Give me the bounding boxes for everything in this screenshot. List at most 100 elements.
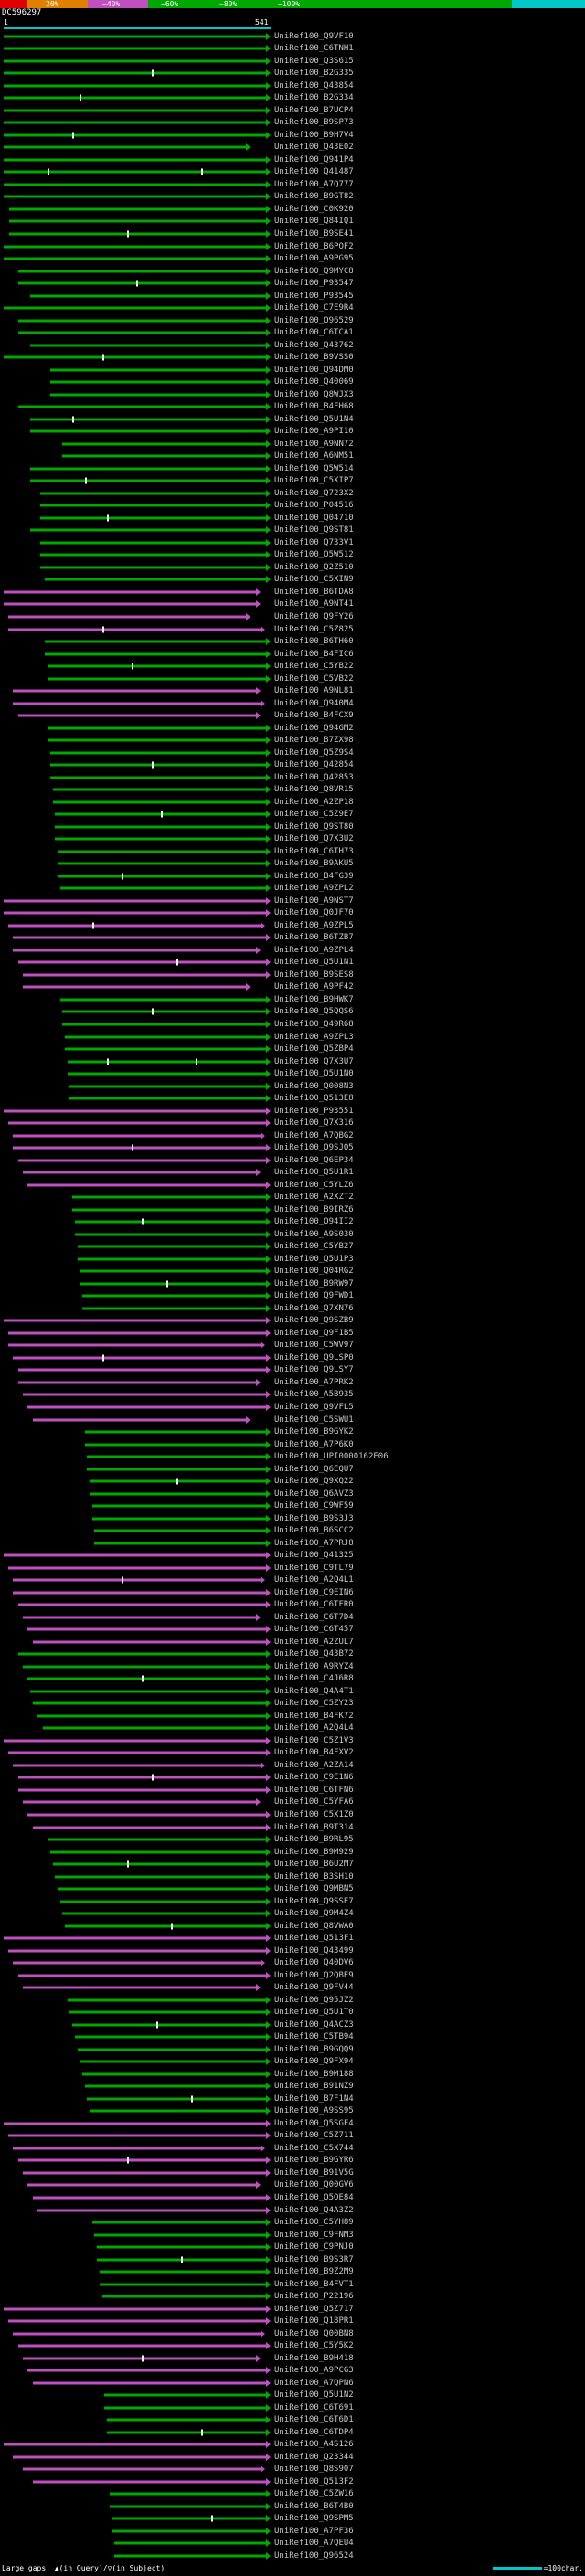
hit-label[interactable]: UniRef100_B4FVT1	[274, 2279, 354, 2289]
alignment-bar[interactable]	[84, 1430, 266, 1434]
hit-label[interactable]: UniRef100_B4FG39	[274, 871, 354, 881]
hit-label[interactable]: UniRef100_C6T6D1	[274, 2415, 354, 2425]
hit-label[interactable]: UniRef100_Q9LSP0	[274, 1352, 354, 1362]
alignment-row[interactable]: UniRef100_Q6EQU7	[0, 1463, 585, 1476]
hit-label[interactable]: UniRef100_Q5Z9S4	[274, 747, 354, 758]
hit-label[interactable]: UniRef100_C9FNM3	[274, 2230, 354, 2240]
alignment-bar[interactable]	[57, 875, 266, 878]
hit-label[interactable]: UniRef100_C9PNJ0	[274, 2242, 354, 2253]
alignment-bar[interactable]	[57, 850, 266, 853]
alignment-row[interactable]: UniRef100_Q41487	[0, 166, 585, 179]
hit-label[interactable]: UniRef100_A9PF42	[274, 982, 354, 992]
hit-label[interactable]: UniRef100_C5YB22	[274, 662, 354, 672]
alignment-bar[interactable]	[74, 1233, 266, 1236]
hit-label[interactable]: UniRef100_C4J6R8	[274, 1674, 354, 1684]
hit-label[interactable]: UniRef100_B9GT82	[274, 192, 354, 202]
hit-label[interactable]: UniRef100_C5Z1V3	[274, 1735, 354, 1745]
hit-label[interactable]: UniRef100_B9AKU5	[274, 859, 354, 869]
alignment-row[interactable]: UniRef100_C5ZW16	[0, 2488, 585, 2501]
alignment-row[interactable]: UniRef100_B7F1N4	[0, 2093, 585, 2105]
alignment-bar[interactable]	[91, 1504, 266, 1508]
alignment-row[interactable]: UniRef100_B9S3J3	[0, 1512, 585, 1525]
alignment-bar[interactable]	[30, 429, 266, 433]
hit-label[interactable]: UniRef100_B3SH10	[274, 1871, 354, 1882]
hit-label[interactable]: UniRef100_B7F1N4	[274, 2094, 354, 2104]
alignment-bar[interactable]	[59, 1900, 266, 1903]
alignment-row[interactable]: UniRef100_Q00GV6	[0, 2179, 585, 2192]
alignment-bar[interactable]	[23, 973, 266, 977]
alignment-bar[interactable]	[74, 1220, 266, 1224]
alignment-bar[interactable]	[32, 2196, 266, 2200]
alignment-row[interactable]: UniRef100_Q733V1	[0, 536, 585, 549]
alignment-bar[interactable]	[4, 35, 266, 38]
alignment-bar[interactable]	[107, 2418, 266, 2422]
hit-label[interactable]: UniRef100_A2Q4L4	[274, 1723, 354, 1733]
hit-label[interactable]: UniRef100_Q43499	[274, 1945, 354, 1956]
alignment-row[interactable]: UniRef100_A7Q777	[0, 178, 585, 191]
alignment-bar[interactable]	[13, 1356, 266, 1360]
alignment-bar[interactable]	[65, 1047, 266, 1051]
hit-label[interactable]: UniRef100_Q4ACZ3	[274, 2019, 354, 2030]
alignment-bar[interactable]	[4, 257, 266, 260]
alignment-row[interactable]: UniRef100_Q42853	[0, 771, 585, 784]
alignment-bar[interactable]	[37, 2209, 266, 2211]
alignment-row[interactable]: UniRef100_B6T4B0	[0, 2500, 585, 2513]
alignment-row[interactable]: UniRef100_B9SE41	[0, 228, 585, 240]
hit-label[interactable]: UniRef100_A9NL81	[274, 686, 354, 696]
alignment-row[interactable]: UniRef100_B2G334	[0, 92, 585, 105]
hit-label[interactable]: UniRef100_Q8S907	[274, 2465, 354, 2475]
alignment-row[interactable]: UniRef100_C5VB22	[0, 673, 585, 685]
hit-label[interactable]: UniRef100_P93547	[274, 279, 354, 289]
hit-label[interactable]: UniRef100_Q9ST80	[274, 822, 354, 832]
hit-label[interactable]: UniRef100_B9GYK2	[274, 1427, 354, 1437]
alignment-bar[interactable]	[90, 2109, 266, 2113]
hit-label[interactable]: UniRef100_A7PRJ8	[274, 1538, 354, 1548]
alignment-row[interactable]: UniRef100_A9ZPL3	[0, 1031, 585, 1044]
hit-label[interactable]: UniRef100_P93545	[274, 291, 354, 301]
alignment-row[interactable]: UniRef100_Q5QE84	[0, 2191, 585, 2204]
hit-label[interactable]: UniRef100_B9SES8	[274, 970, 354, 980]
alignment-row[interactable]: UniRef100_B4FIC6	[0, 648, 585, 661]
alignment-bar[interactable]	[112, 2517, 266, 2520]
hit-label[interactable]: UniRef100_Q6EP34	[274, 1155, 354, 1165]
alignment-bar[interactable]	[52, 1862, 266, 1866]
alignment-row[interactable]: UniRef100_B91V5G	[0, 2167, 585, 2179]
alignment-bar[interactable]	[65, 1035, 266, 1039]
hit-label[interactable]: UniRef100_B4FXV2	[274, 1748, 354, 1758]
alignment-bar[interactable]	[94, 1529, 266, 1532]
hit-label[interactable]: UniRef100_Q9SPM5	[274, 2514, 354, 2524]
alignment-bar[interactable]	[13, 2332, 261, 2336]
hit-label[interactable]: UniRef100_Q513F1	[274, 1934, 354, 1944]
alignment-bar[interactable]	[7, 1949, 266, 1953]
alignment-row[interactable]: UniRef100_C5YH89	[0, 2216, 585, 2229]
alignment-bar[interactable]	[104, 2406, 266, 2410]
alignment-row[interactable]: UniRef100_C6TCA1	[0, 326, 585, 339]
alignment-bar[interactable]	[30, 528, 266, 532]
hit-label[interactable]: UniRef100_A7P6K0	[274, 1439, 354, 1449]
alignment-bar[interactable]	[4, 899, 266, 903]
alignment-bar[interactable]	[107, 2431, 266, 2434]
hit-label[interactable]: UniRef100_B9RW97	[274, 1278, 354, 1288]
alignment-row[interactable]: UniRef100_A9ZPL5	[0, 919, 585, 932]
alignment-bar[interactable]	[4, 1553, 266, 1557]
hit-label[interactable]: UniRef100_Q5U1N2	[274, 2390, 354, 2401]
alignment-bar[interactable]	[4, 170, 266, 174]
alignment-row[interactable]: UniRef100_Q9SSE7	[0, 1895, 585, 1908]
alignment-row[interactable]: UniRef100_A2ZUL7	[0, 1636, 585, 1648]
alignment-bar[interactable]	[62, 454, 266, 458]
alignment-bar[interactable]	[87, 1455, 266, 1458]
hit-label[interactable]: UniRef100_B9GYR6	[274, 2156, 354, 2166]
alignment-bar[interactable]	[45, 640, 266, 643]
hit-label[interactable]: UniRef100_B2G334	[274, 93, 354, 103]
alignment-row[interactable]: UniRef100_Q7X3U2	[0, 833, 585, 846]
alignment-bar[interactable]	[4, 2122, 266, 2125]
alignment-row[interactable]: UniRef100_Q2QBE9	[0, 1969, 585, 1982]
alignment-bar[interactable]	[67, 1060, 266, 1064]
hit-label[interactable]: UniRef100_B9GQQ9	[274, 2044, 354, 2054]
hit-label[interactable]: UniRef100_Q2Z510	[274, 562, 354, 572]
alignment-bar[interactable]	[72, 2023, 266, 2027]
alignment-row[interactable]: UniRef100_B91NZ9	[0, 2081, 585, 2094]
alignment-bar[interactable]	[13, 2455, 266, 2459]
alignment-row[interactable]: UniRef100_B9SP73	[0, 117, 585, 130]
alignment-bar[interactable]	[27, 1405, 266, 1409]
